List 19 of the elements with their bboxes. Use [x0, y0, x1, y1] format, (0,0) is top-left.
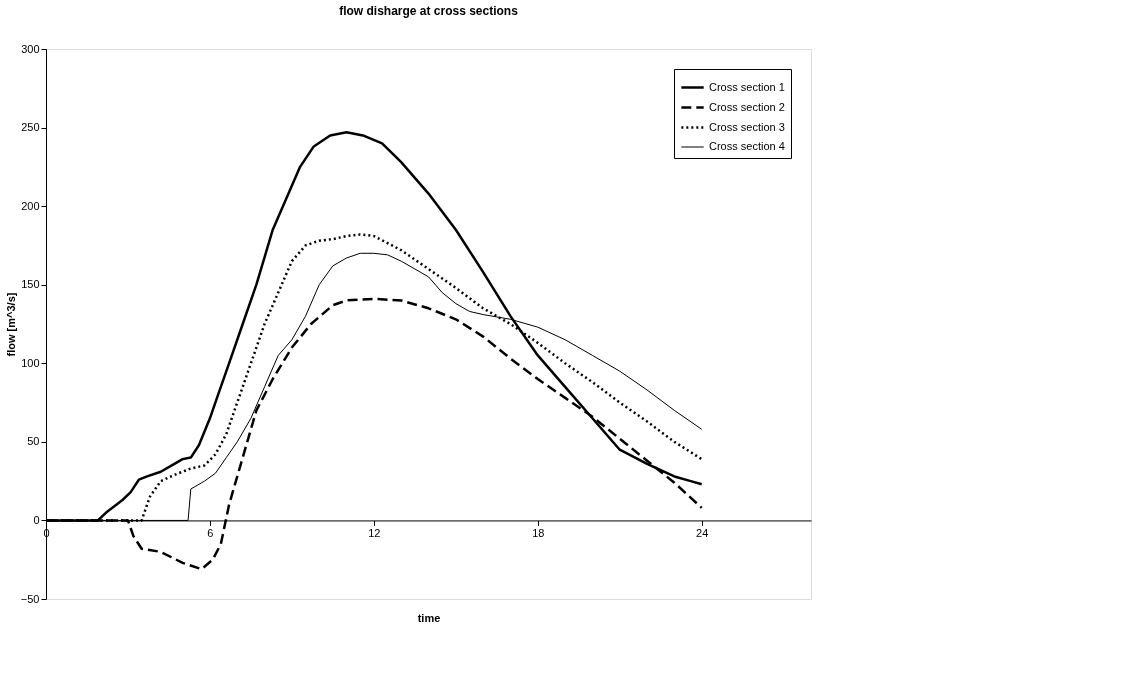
legend-label: Cross section 4 [709, 140, 785, 152]
y-tick-label: 300 [21, 42, 40, 55]
legend-label: Cross section 1 [709, 80, 785, 93]
x-tick-label: 12 [368, 526, 381, 539]
y-tick-label: 0 [33, 513, 40, 526]
y-tick-label: 150 [21, 278, 40, 291]
y-tick-label: 100 [21, 356, 40, 369]
x-axis-title: time [417, 611, 441, 624]
y-tick-label: 250 [21, 121, 40, 134]
legend-label: Cross section 2 [709, 100, 785, 113]
y-axis-title: flow [m^3/s] [4, 292, 17, 357]
chart-title: flow disharge at cross sections [339, 4, 519, 18]
y-tick-label: 50 [27, 435, 40, 448]
x-tick-label: 24 [696, 526, 709, 539]
x-tick-label: 18 [532, 526, 545, 539]
y-tick-label: 200 [21, 199, 40, 212]
y-tick-label: −50 [20, 592, 40, 605]
legend-label: Cross section 3 [709, 120, 785, 133]
x-tick-label: 6 [207, 526, 214, 539]
